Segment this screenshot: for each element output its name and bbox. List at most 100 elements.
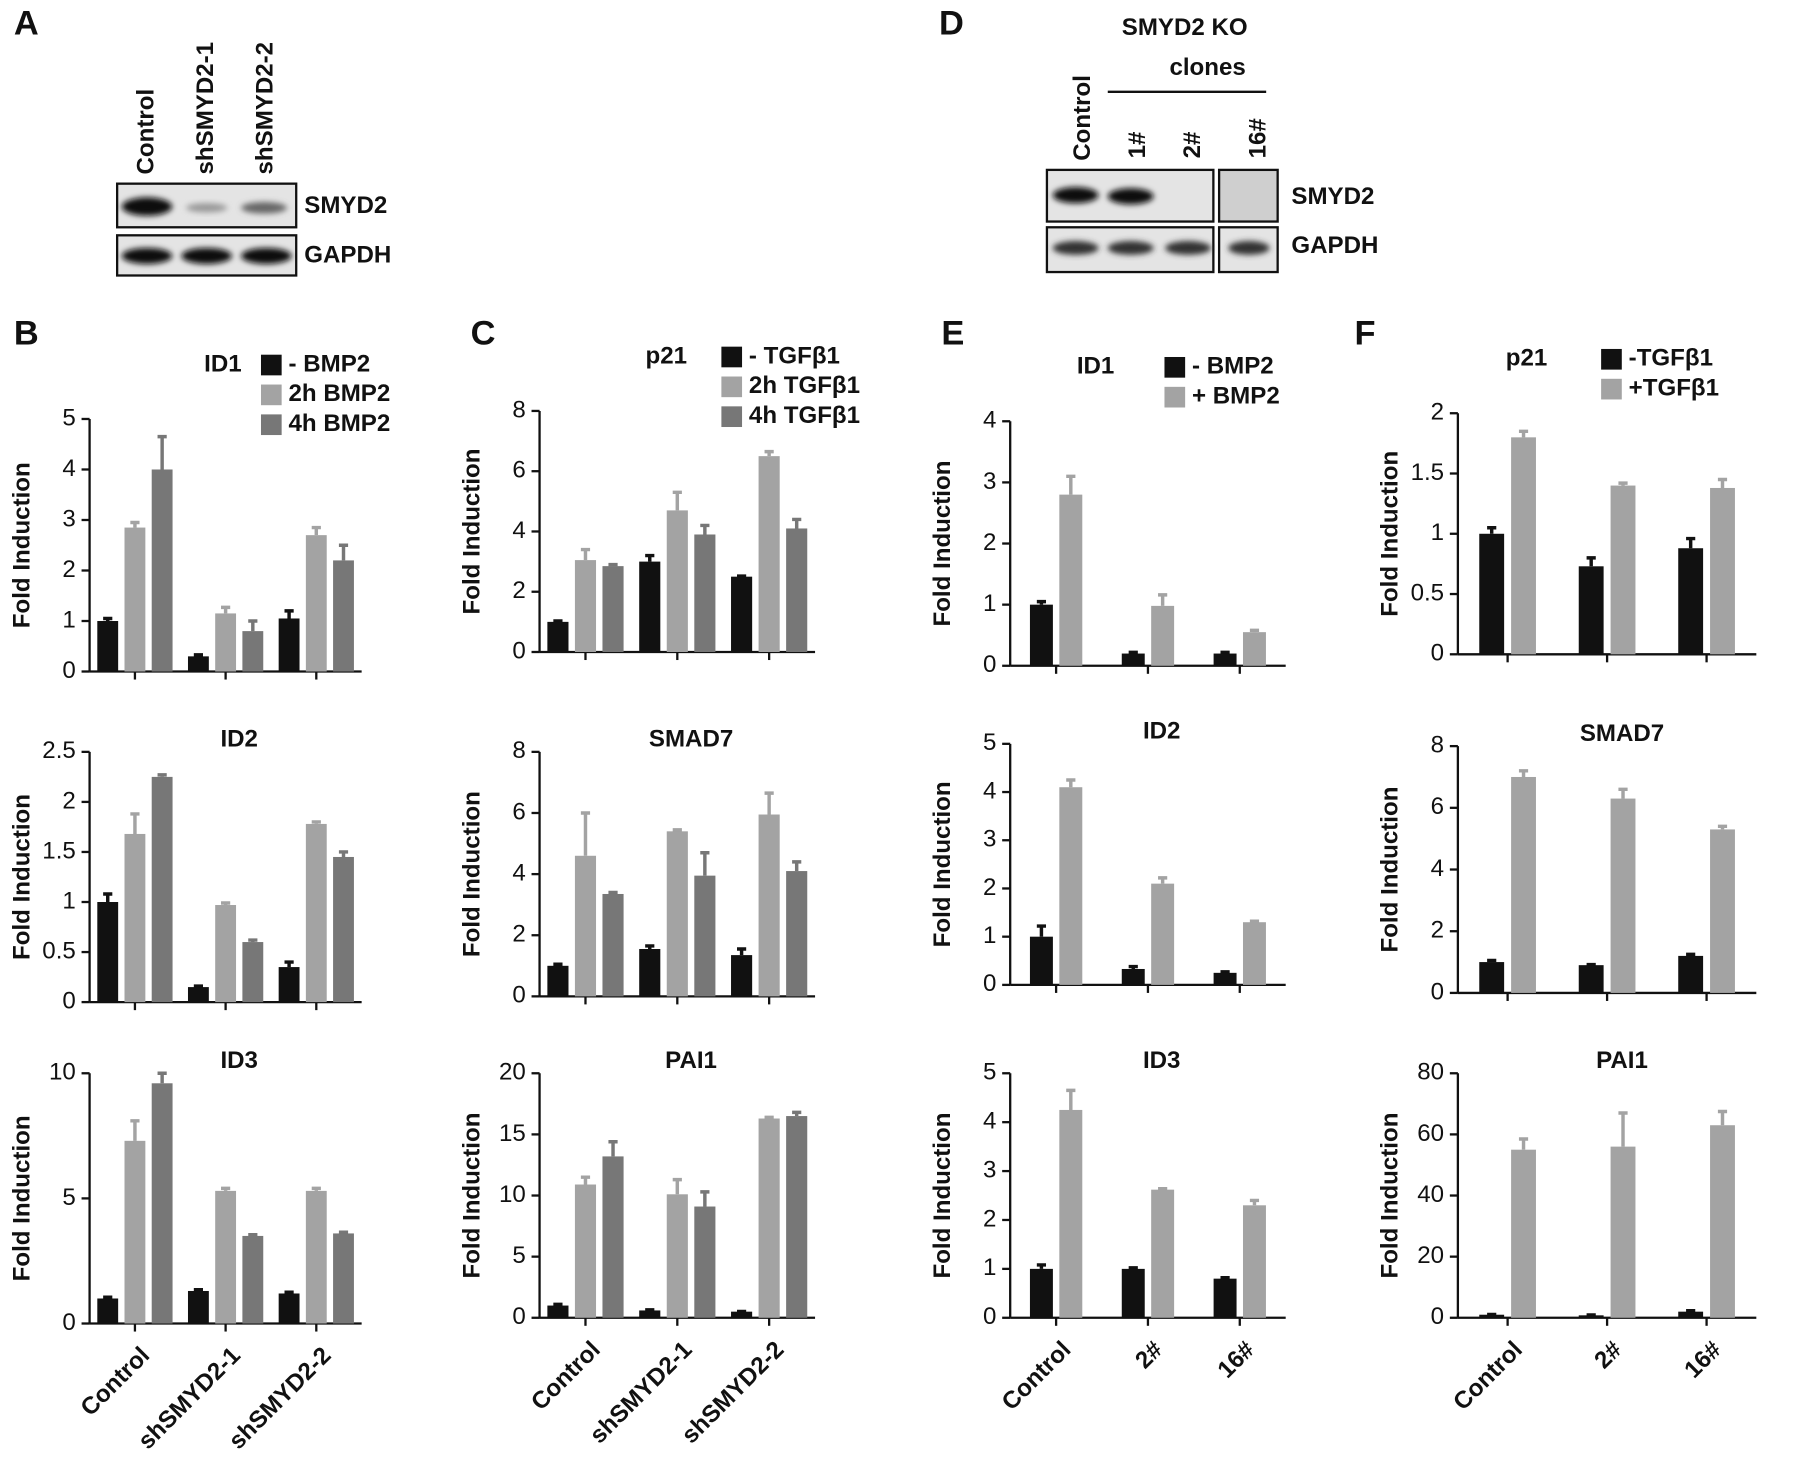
error-bar	[792, 860, 802, 872]
bar	[1059, 787, 1083, 985]
error-bar	[700, 851, 710, 876]
legend-swatch	[1601, 348, 1622, 370]
bar	[1578, 1315, 1604, 1318]
error-bar	[1220, 1275, 1230, 1280]
y-tick-label: 0.5	[42, 937, 76, 964]
bar	[602, 893, 624, 997]
chart-title: ID1	[1077, 353, 1115, 380]
bar	[242, 942, 264, 1003]
error-bar	[1249, 1198, 1260, 1206]
error-bar	[1686, 952, 1696, 957]
panel-label: F	[1355, 314, 1376, 352]
y-axis-label: Fold Induction	[458, 791, 485, 957]
y-tick-label: 3	[983, 468, 996, 495]
bar	[1059, 1109, 1083, 1318]
x-tick-label: 16#	[1212, 1336, 1260, 1384]
bar	[1678, 548, 1704, 655]
chart-title: ID1	[204, 350, 242, 377]
error-bar	[1618, 787, 1628, 799]
error-bar	[645, 553, 655, 562]
error-bar	[1036, 924, 1047, 937]
band	[241, 247, 292, 265]
y-axis-label: Fold Induction	[8, 1115, 35, 1281]
y-tick-label: 6	[512, 457, 525, 484]
bar	[1479, 962, 1505, 993]
legend-swatch	[1164, 356, 1186, 378]
error-bar	[130, 1119, 140, 1141]
blot-a: A Control shSMYD2-1 shSMYD2-2 SMYD2 GAPD…	[14, 4, 391, 277]
error-bar	[553, 1302, 563, 1307]
error-bar	[103, 1295, 113, 1299]
chart-title: p21	[646, 342, 688, 369]
legend-label: +TGFβ1	[1629, 374, 1719, 401]
error-bar	[248, 938, 258, 943]
bar	[666, 510, 688, 652]
bar	[1710, 487, 1735, 655]
bar	[97, 621, 119, 672]
lane-label: Control	[132, 89, 159, 175]
legend-swatch	[260, 354, 282, 376]
bar	[278, 618, 300, 672]
bar	[305, 535, 327, 672]
chart-title: PAI1	[1596, 1047, 1648, 1074]
bar	[574, 560, 597, 652]
y-tick-label: 0	[1431, 640, 1444, 667]
bar	[333, 856, 354, 1003]
legend-swatch	[260, 384, 282, 406]
bar	[786, 871, 808, 997]
error-bar	[284, 960, 294, 968]
error-bar	[157, 1071, 167, 1084]
chart-title: SMAD7	[1580, 720, 1664, 747]
error-bar	[1158, 593, 1168, 606]
error-bar	[193, 653, 204, 657]
error-bar	[1717, 824, 1728, 830]
y-tick-label: 3	[62, 505, 75, 532]
error-bar	[792, 517, 802, 529]
error-bar	[672, 1177, 682, 1195]
error-bar	[645, 944, 655, 949]
row-label: GAPDH	[1291, 232, 1378, 259]
band	[121, 197, 173, 216]
bar	[278, 1293, 300, 1324]
error-bar	[338, 850, 349, 857]
bar	[1678, 1311, 1704, 1318]
bar	[1578, 965, 1604, 993]
row-label: GAPDH	[304, 241, 391, 268]
bar	[1610, 1146, 1636, 1318]
bar	[1029, 604, 1053, 666]
error-bar	[580, 811, 591, 856]
x-tick-label: 2#	[1589, 1336, 1627, 1374]
error-bar	[1128, 964, 1138, 969]
y-tick-label: 2	[983, 529, 996, 556]
bar	[97, 1298, 119, 1324]
bar	[1213, 1278, 1237, 1318]
y-tick-label: 4	[512, 517, 525, 544]
y-tick-label: 0	[62, 657, 75, 684]
bar	[786, 528, 808, 652]
band	[241, 202, 288, 214]
chart-title: p21	[1506, 345, 1548, 372]
y-tick-label: 1	[62, 606, 75, 633]
error-bar	[1128, 1266, 1138, 1270]
error-bar	[248, 619, 258, 632]
legend-label: - BMP2	[1192, 353, 1274, 380]
lane-label: 1#	[1124, 131, 1151, 158]
y-tick-label: 8	[1431, 731, 1444, 758]
bar	[602, 566, 624, 652]
error-bar	[1220, 650, 1230, 655]
bar	[574, 1184, 597, 1318]
lane-label: 16#	[1245, 118, 1272, 159]
error-bar	[311, 525, 321, 536]
bar	[574, 855, 597, 997]
chart-title: ID2	[1143, 718, 1181, 745]
y-axis-label: Fold Induction	[1377, 451, 1404, 617]
bar	[547, 965, 569, 997]
error-bar	[221, 1186, 231, 1191]
y-tick-label: 20	[1417, 1242, 1444, 1269]
x-tick-label: Control	[526, 1336, 606, 1416]
y-tick-label: 15	[499, 1120, 526, 1147]
error-bar	[1128, 650, 1138, 655]
y-tick-label: 80	[1417, 1059, 1444, 1086]
y-tick-label: 0	[983, 1303, 996, 1330]
bar	[1578, 566, 1604, 655]
